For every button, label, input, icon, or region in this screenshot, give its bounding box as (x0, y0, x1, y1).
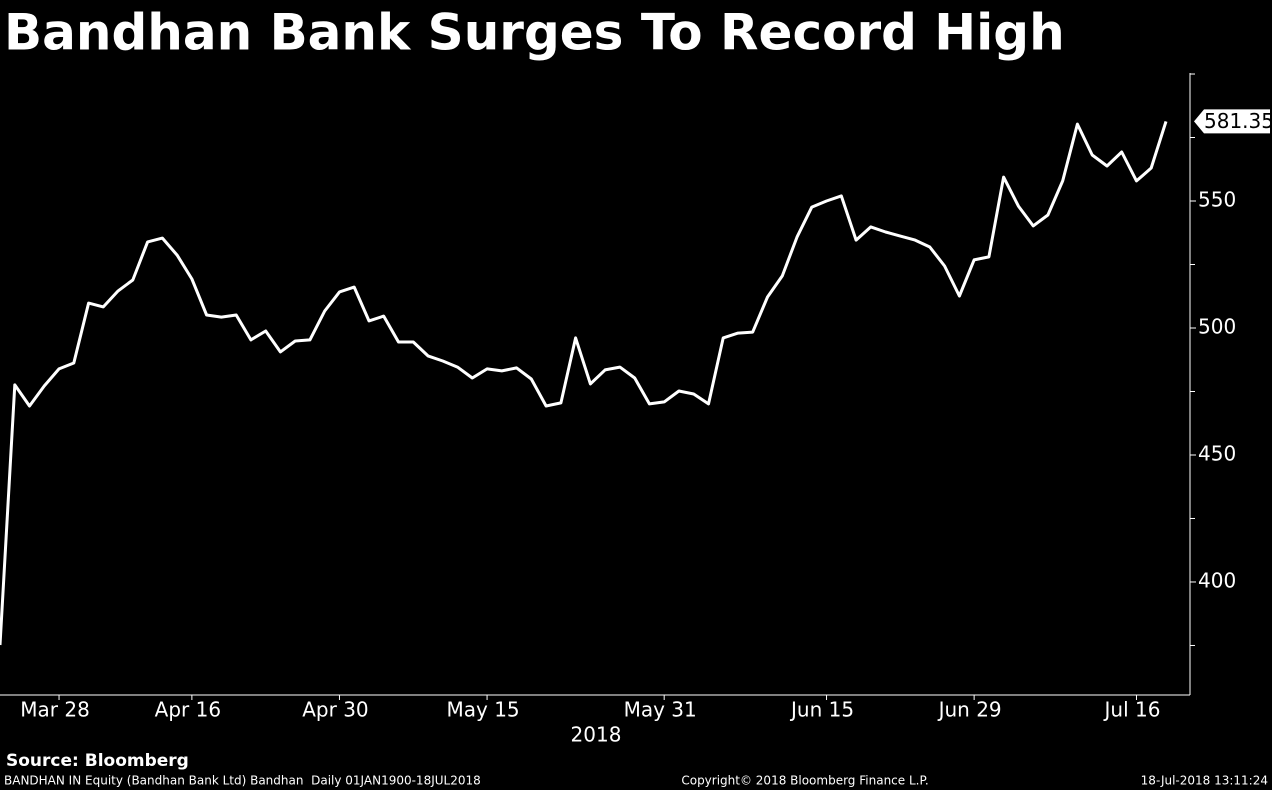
y-tick-label: 400 (1198, 568, 1236, 592)
footer-right: 18-Jul-2018 13:11:24 (1141, 774, 1268, 788)
y-tick-label: 550 (1198, 188, 1236, 212)
y-tick-label: 500 (1198, 314, 1236, 338)
x-tick-label: May 31 (624, 698, 697, 722)
chart-title: Bandhan Bank Surges To Record High (4, 4, 1065, 62)
last-value-box (1194, 109, 1270, 134)
footer-center: Copyright© 2018 Bloomberg Finance L.P. (681, 774, 928, 788)
x-tick-label: Jun 29 (937, 698, 1002, 722)
y-tick-label: 450 (1198, 441, 1236, 465)
x-axis-label: 2018 (571, 723, 622, 747)
price-line (0, 120, 1168, 646)
x-tick-label: May 15 (446, 698, 519, 722)
x-tick-label: Jul 16 (1103, 698, 1161, 722)
last-value-label: 581.35 (1204, 109, 1272, 133)
source: Source: Bloomberg (6, 751, 189, 771)
footer-left: BANDHAN IN Equity (Bandhan Bank Ltd) Ban… (4, 774, 481, 788)
x-tick-label: Jun 15 (789, 698, 854, 722)
x-tick-label: Mar 28 (20, 698, 90, 722)
x-tick-label: Apr 30 (302, 698, 368, 722)
x-tick-label: Apr 16 (155, 698, 221, 722)
